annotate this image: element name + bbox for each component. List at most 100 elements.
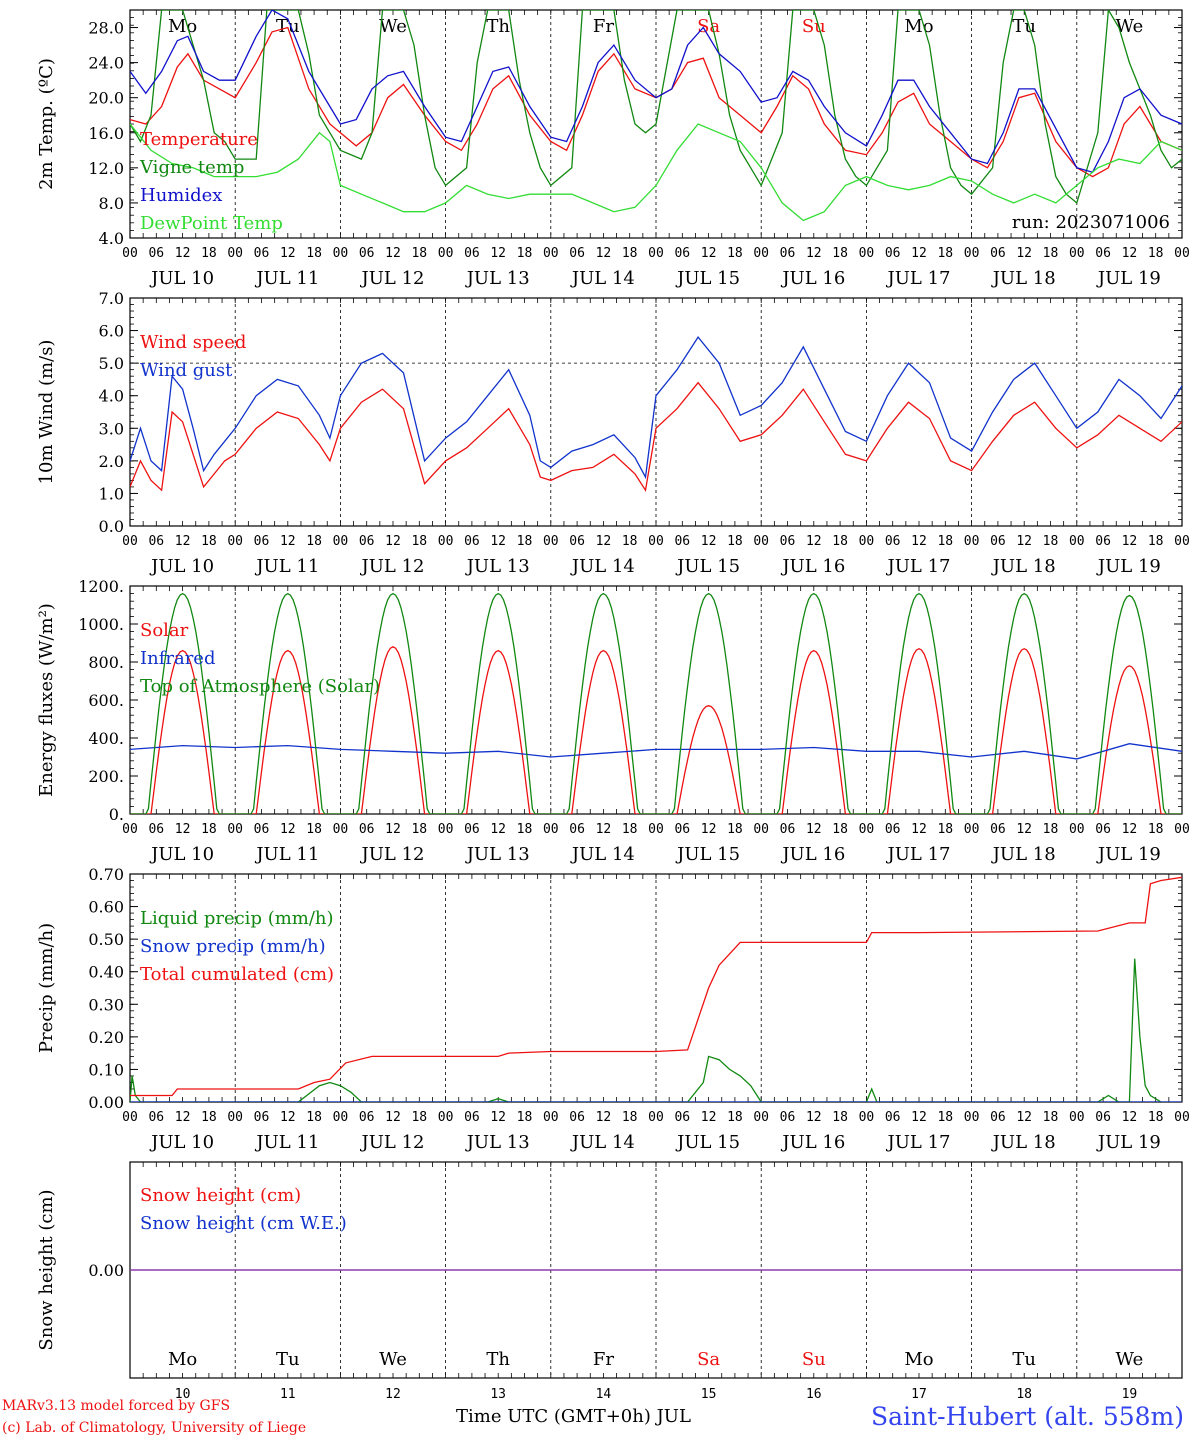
hour-tick-label: 12	[1122, 1110, 1138, 1125]
hour-tick-label: 12	[701, 534, 717, 549]
hour-tick-label: 12	[490, 246, 506, 261]
date-label: JUL 18	[991, 844, 1056, 865]
weekday-label: Su	[802, 1349, 826, 1370]
date-label: JUL 19	[1096, 268, 1161, 289]
hour-tick-label: 00	[227, 822, 243, 837]
y-tick-label: 0.50	[88, 930, 124, 949]
date-label: JUL 14	[570, 1132, 635, 1153]
hour-tick-label: 12	[806, 246, 822, 261]
hour-tick-label: 00	[1174, 246, 1190, 261]
y-tick-label: 1.0	[99, 484, 124, 503]
hour-tick-label: 00	[122, 1110, 138, 1125]
date-label: JUL 19	[1096, 1132, 1161, 1153]
hour-tick-label: 12	[490, 1110, 506, 1125]
day-number-label: 10	[175, 1387, 191, 1402]
series-vigne-temp	[130, 10, 1182, 205]
hour-tick-label: 06	[674, 822, 690, 837]
hour-tick-label: 12	[490, 822, 506, 837]
date-label: JUL 16	[780, 268, 845, 289]
hour-tick-label: 18	[832, 534, 848, 549]
hour-tick-label: 00	[753, 534, 769, 549]
hour-tick-label: 06	[464, 246, 480, 261]
hour-tick-label: 06	[148, 246, 164, 261]
hour-tick-label: 18	[517, 246, 533, 261]
date-label: JUL 13	[465, 556, 530, 577]
hour-tick-label: 06	[148, 1110, 164, 1125]
day-number-label: 16	[806, 1387, 822, 1402]
hour-tick-label: 12	[1122, 534, 1138, 549]
date-label: JUL 13	[465, 844, 530, 865]
y-tick-label: 16.0	[88, 124, 124, 143]
hour-tick-label: 18	[411, 246, 427, 261]
x-axis-label: Time UTC (GMT+0h) JUL	[456, 1406, 691, 1427]
hour-tick-label: 00	[122, 822, 138, 837]
y-axis-label: 10m Wind (m/s)	[36, 340, 57, 485]
hour-tick-label: 00	[648, 534, 664, 549]
y-tick-label: 5.0	[99, 354, 124, 373]
weekday-label: Th	[486, 16, 510, 37]
legend-entry: Total cumulated (cm)	[140, 964, 334, 985]
hour-tick-label: 00	[964, 534, 980, 549]
hour-tick-label: 00	[1174, 1110, 1190, 1125]
hour-tick-label: 00	[333, 534, 349, 549]
hour-tick-label: 06	[569, 534, 585, 549]
day-number-label: 17	[911, 1387, 927, 1402]
hour-tick-label: 12	[280, 1110, 296, 1125]
hour-tick-label: 00	[859, 246, 875, 261]
y-tick-label: 0.20	[88, 1028, 124, 1047]
hour-tick-label: 06	[254, 1110, 270, 1125]
hour-tick-label: 18	[201, 822, 217, 837]
y-tick-label: 600.	[88, 691, 124, 710]
hour-tick-label: 12	[385, 822, 401, 837]
panel-wind: 0.0 1.0 2.0 3.0 4.0 5.0 6.0 7.0 10m Wind (m/s) 00…	[36, 289, 1190, 577]
run-label: run: 2023071006	[1012, 212, 1170, 233]
y-tick-label: 12.0	[88, 159, 124, 178]
date-label: JUL 18	[991, 556, 1056, 577]
y-tick-label: 0.70	[88, 865, 124, 884]
hour-tick-label: 18	[306, 534, 322, 549]
hour-tick-label: 06	[780, 1110, 796, 1125]
lab-credit: (c) Lab. of Climatology, University of L…	[2, 1420, 307, 1436]
hour-tick-label: 18	[622, 1110, 638, 1125]
hour-tick-label: 12	[385, 246, 401, 261]
hour-tick-label: 12	[806, 534, 822, 549]
hour-tick-label: 18	[1148, 534, 1164, 549]
hour-tick-label: 06	[254, 534, 270, 549]
hour-tick-label: 12	[280, 534, 296, 549]
legend-entry: Infrared	[140, 648, 215, 669]
y-tick-label: 6.0	[99, 322, 124, 341]
date-label: JUL 15	[675, 268, 740, 289]
series-infrared	[130, 743, 1182, 760]
legend-entry: DewPoint Temp	[140, 213, 283, 234]
hour-tick-label: 06	[885, 822, 901, 837]
legend-entry: Liquid precip (mm/h)	[140, 908, 334, 929]
y-tick-label: 8.0	[99, 194, 124, 213]
hour-tick-label: 06	[674, 534, 690, 549]
date-label: JUL 12	[360, 1132, 425, 1153]
legend-entry: Temperature	[140, 129, 258, 150]
hour-tick-label: 00	[1069, 246, 1085, 261]
date-label: JUL 13	[465, 1132, 530, 1153]
hour-tick-label: 18	[411, 1110, 427, 1125]
hour-tick-label: 06	[148, 534, 164, 549]
weekday-label: Mo	[168, 16, 197, 37]
date-label: JUL 14	[570, 844, 635, 865]
hour-tick-label: 06	[885, 1110, 901, 1125]
weekday-label: We	[379, 16, 407, 37]
hour-tick-label: 00	[859, 1110, 875, 1125]
date-label: JUL 19	[1096, 844, 1161, 865]
hour-tick-label: 00	[543, 822, 559, 837]
hour-tick-label: 18	[832, 1110, 848, 1125]
date-label: JUL 15	[675, 844, 740, 865]
hour-tick-label: 06	[464, 534, 480, 549]
hour-tick-label: 12	[806, 1110, 822, 1125]
hour-tick-label: 18	[937, 246, 953, 261]
hour-tick-label: 06	[359, 246, 375, 261]
hour-tick-label: 18	[517, 1110, 533, 1125]
hour-tick-label: 18	[1043, 534, 1059, 549]
day-number-label: 18	[1016, 1387, 1032, 1402]
legend-entry: Wind speed	[140, 332, 246, 353]
hour-tick-label: 06	[990, 246, 1006, 261]
hour-tick-label: 18	[937, 1110, 953, 1125]
